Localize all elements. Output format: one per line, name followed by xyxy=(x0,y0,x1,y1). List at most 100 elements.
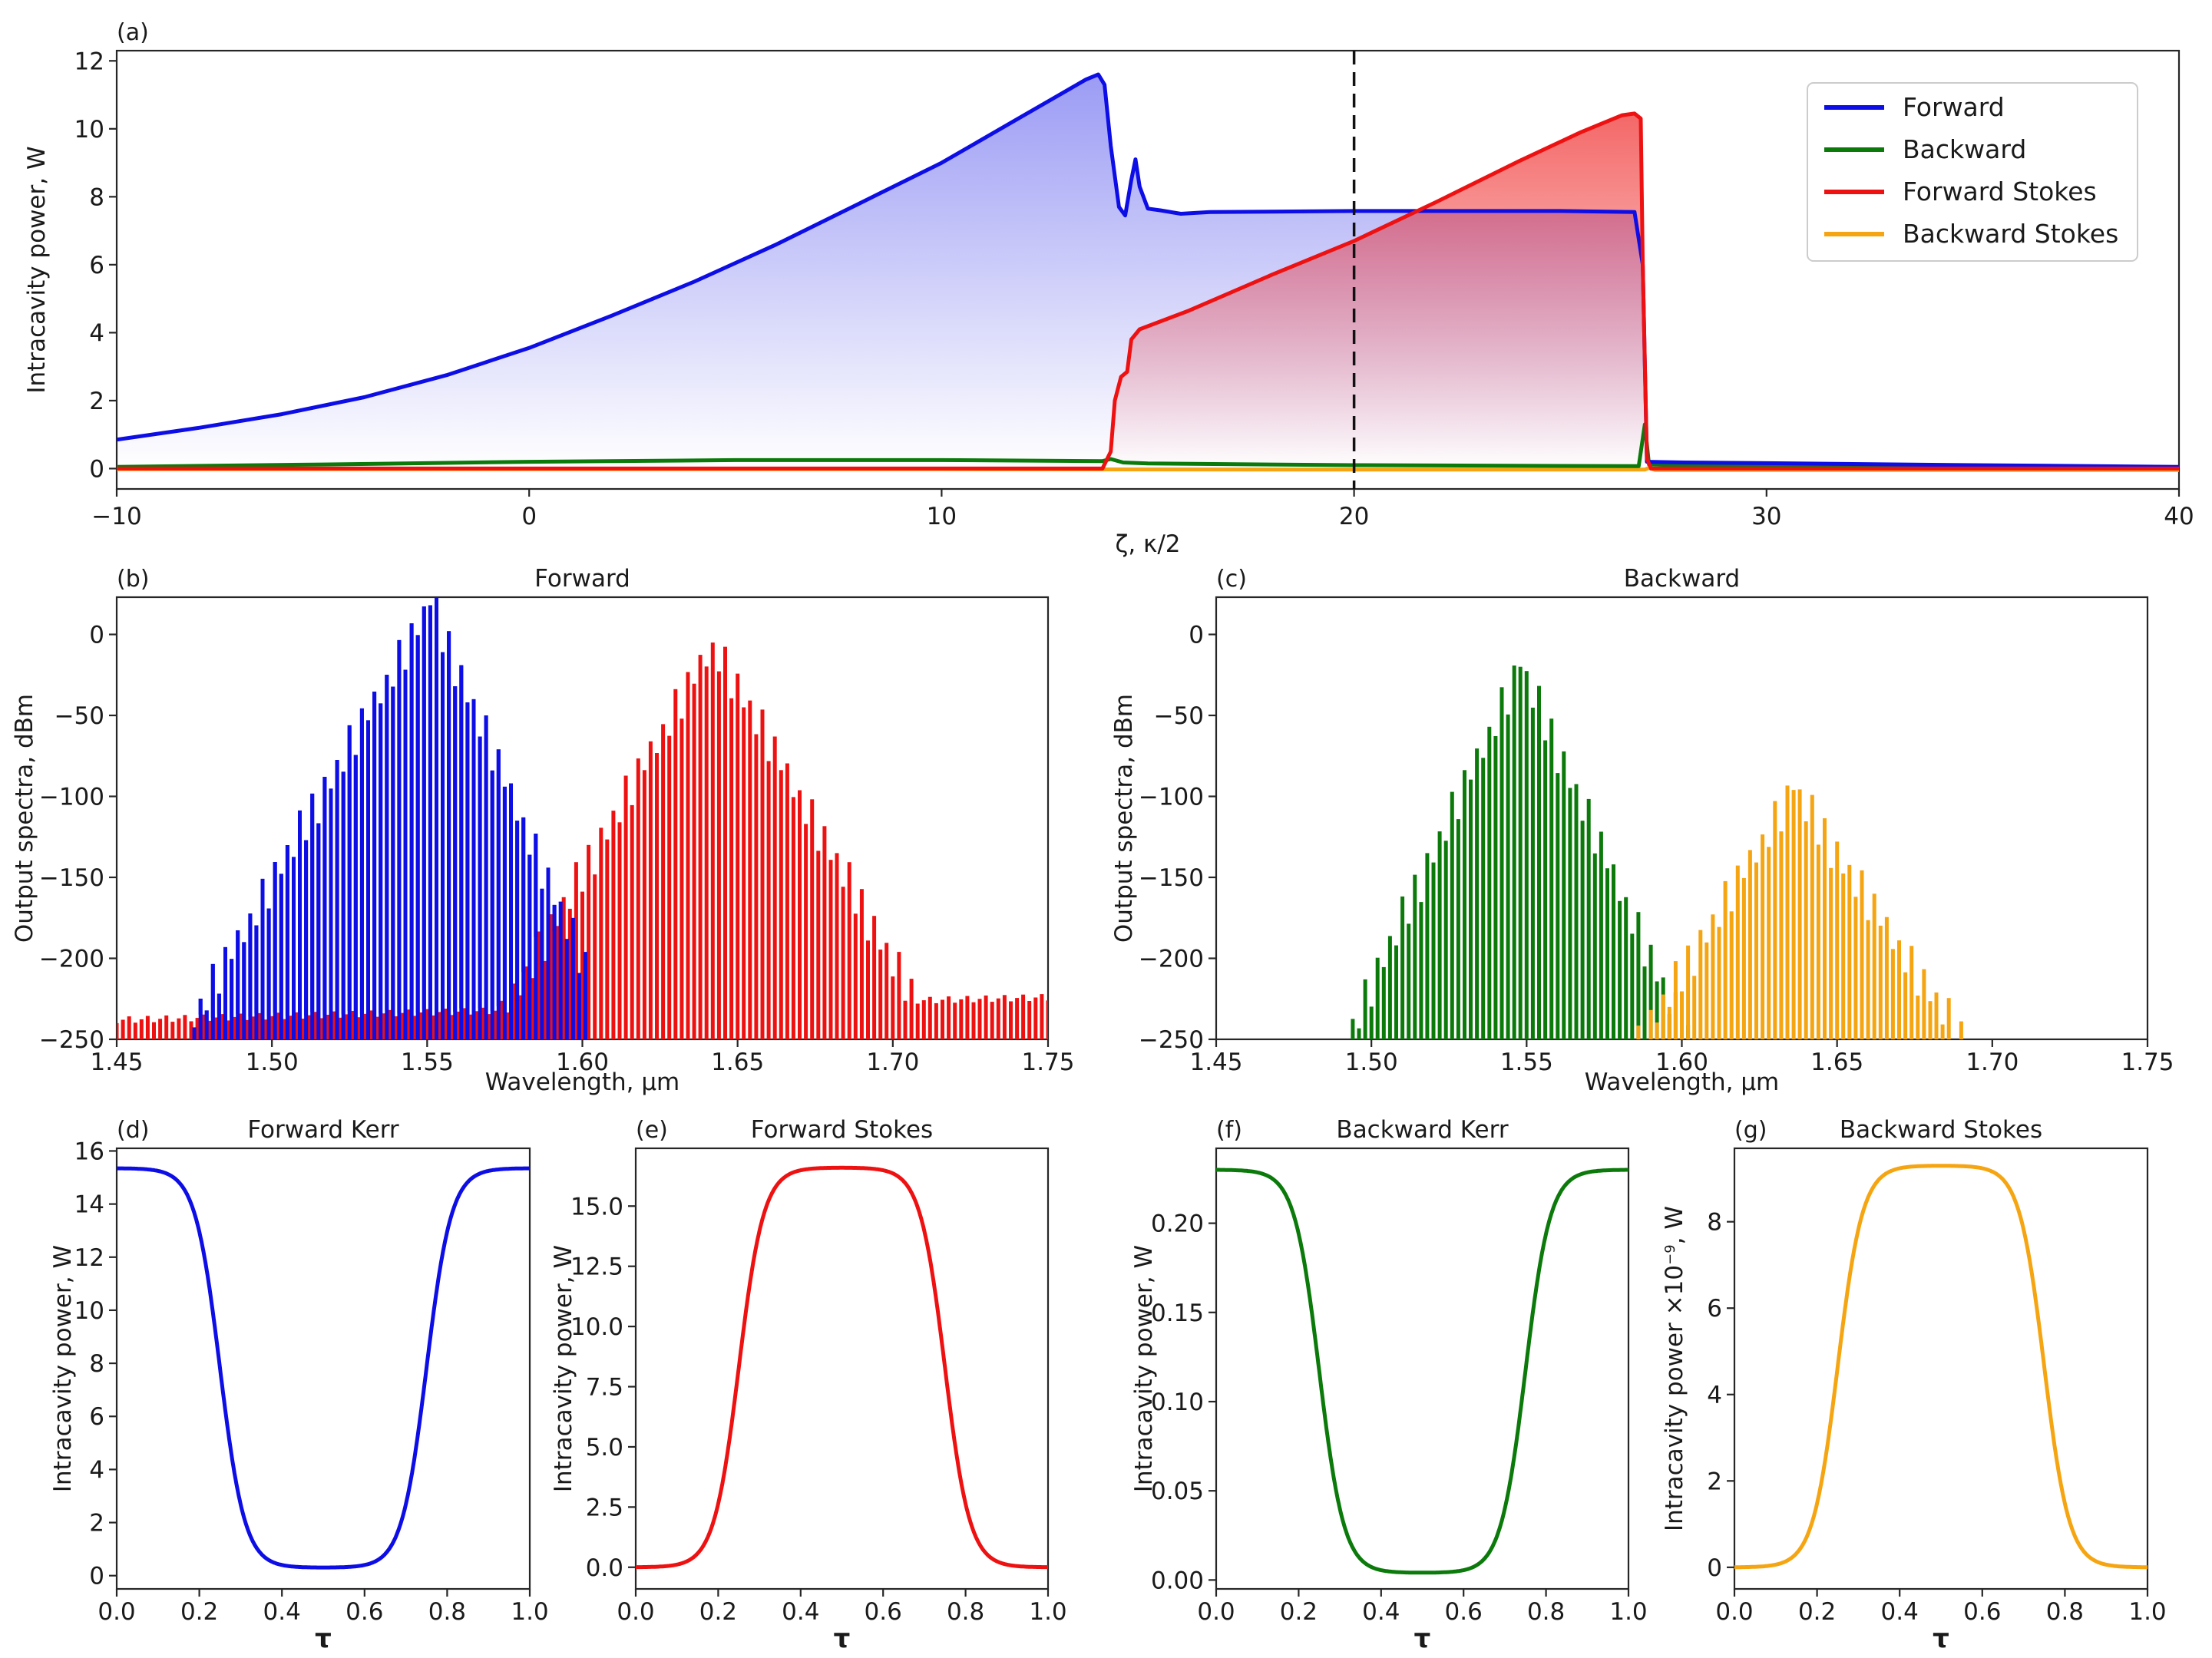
bar-forward-stokes xyxy=(201,1014,206,1039)
bar-backward xyxy=(1518,666,1523,1039)
bar-forward xyxy=(577,973,581,1039)
bar-backward xyxy=(1351,1019,1355,1039)
bar-forward-stokes xyxy=(282,1019,286,1039)
bar-backward xyxy=(1450,791,1454,1039)
line-backward xyxy=(117,422,2179,470)
bar-backward xyxy=(1493,736,1498,1039)
bar-forward-stokes xyxy=(630,804,634,1039)
bar-forward-top xyxy=(298,810,302,1019)
bar-forward-top xyxy=(453,686,458,1012)
y-tick-label-c: −50 xyxy=(1154,702,1204,730)
panel-e: 0.0 0.2 0.4 0.6 0.8 1.0 0.0 2.5 5.0 7.5 10.0 12.5 15… xyxy=(550,1116,1067,1654)
bar-forward xyxy=(204,1010,209,1039)
bar-backward xyxy=(1530,707,1535,1039)
bar-forward-stokes xyxy=(984,995,988,1039)
x-axis-label-a: ζ, κ/2 xyxy=(1115,530,1180,558)
bar-backward xyxy=(1580,821,1585,1039)
bar-backward xyxy=(1648,944,1653,1039)
bar-forward-stokes xyxy=(356,1017,361,1039)
y-tick-label-f: 0.20 xyxy=(1151,1210,1204,1238)
x-tick-label-a: 40 xyxy=(2164,503,2194,530)
bar-forward-top xyxy=(322,777,327,1016)
line-forward xyxy=(117,72,2179,469)
y-tick-label-g: 6 xyxy=(1707,1295,1722,1323)
y-tick-label-f: 0.00 xyxy=(1151,1567,1204,1594)
y-tick-label-e: 5.0 xyxy=(586,1434,623,1461)
bar-forward-stokes xyxy=(847,862,851,1039)
bar-forward-stokes xyxy=(152,1022,156,1039)
y-tick-label-a: 12 xyxy=(74,48,104,75)
bar-backward xyxy=(1506,714,1510,1039)
bar-forward-stokes xyxy=(257,1012,262,1039)
panel-label-f: (f) xyxy=(1216,1117,1242,1144)
bar-forward-stokes xyxy=(785,763,789,1039)
panel-c: 1.45 1.50 1.55 1.60 1.65 1.70 1.75 0 −50 −100 −150… xyxy=(1110,565,2174,1096)
bar-forward-stokes xyxy=(835,853,839,1039)
panel-label-a: (a) xyxy=(117,19,149,46)
panel-a: −10 0 10 20 30 40 0 2 4 6 8 10 12 (a) ζ, κ/2 Intracavit… xyxy=(23,19,2194,558)
bar-forward-stokes xyxy=(382,1013,386,1039)
bar-forward-stokes xyxy=(760,709,765,1039)
y-tick-label-a: 4 xyxy=(89,319,104,347)
bar-forward-stokes xyxy=(295,1012,299,1039)
bar-forward-stokes xyxy=(189,1021,193,1039)
x-tick-label-g: 0.4 xyxy=(1881,1598,1919,1626)
y-tick-label-d: 10 xyxy=(74,1297,104,1325)
bar-forward-stokes xyxy=(394,1016,398,1039)
x-tick-label-g: 0.2 xyxy=(1798,1598,1836,1626)
bar-backward-stokes xyxy=(1922,969,1926,1039)
bar-backward xyxy=(1456,819,1460,1039)
x-tick-label-c: 1.50 xyxy=(1345,1049,1398,1076)
bar-backward xyxy=(1605,868,1609,1039)
bar-backward-stokes xyxy=(1797,789,1802,1039)
bar-backward xyxy=(1375,957,1380,1039)
y-tick-label-f: 0.05 xyxy=(1151,1478,1204,1505)
bar-forward-stokes xyxy=(145,1016,150,1039)
panel-label-c: (c) xyxy=(1216,566,1247,593)
bar-backward xyxy=(1469,779,1473,1039)
bar-forward-top xyxy=(385,675,389,1010)
bar-forward-stokes xyxy=(344,1014,349,1039)
x-tick-label-d: 0.4 xyxy=(263,1598,301,1626)
bar-backward-stokes xyxy=(1878,925,1883,1039)
bar-backward-stokes xyxy=(1872,893,1876,1039)
bar-backward xyxy=(1499,687,1504,1039)
bar-forward-stokes xyxy=(164,1015,169,1039)
bar-backward xyxy=(1562,751,1566,1039)
bar-forward-stokes xyxy=(313,1012,318,1039)
bar-forward-stokes xyxy=(177,1018,181,1039)
y-tick-label-a: 2 xyxy=(89,388,104,415)
bar-backward-stokes xyxy=(1959,1021,1963,1039)
bar-forward-stokes xyxy=(1033,997,1038,1039)
bar-forward-stokes xyxy=(623,775,628,1039)
x-tick-label-f: 0.0 xyxy=(1197,1598,1235,1626)
bar-forward-stokes xyxy=(729,698,734,1039)
bar-forward-top xyxy=(285,845,289,1016)
x-tick-label-b: 1.60 xyxy=(556,1049,609,1076)
bar-forward-stokes xyxy=(927,996,932,1039)
bar-forward-stokes xyxy=(891,976,895,1039)
bar-forward-stokes xyxy=(791,797,795,1039)
y-tick-label-e: 2.5 xyxy=(586,1494,623,1521)
bar-forward-top xyxy=(359,708,364,1014)
y-axis-label-e: Intracavity power, W xyxy=(550,1245,577,1492)
bar-backward xyxy=(1437,831,1442,1039)
bar-forward-stokes xyxy=(350,1011,355,1039)
x-axis-label-e: τ xyxy=(834,1623,851,1654)
bar-backward-stokes xyxy=(1853,897,1858,1039)
y-tick-label-f: 0.15 xyxy=(1151,1300,1204,1327)
bar-forward xyxy=(552,904,557,1039)
y-axis-label-text-g: Intracavity power ×10 xyxy=(1661,1265,1688,1531)
x-tick-label-e: 0.8 xyxy=(947,1598,984,1626)
bar-forward-stokes xyxy=(438,1012,441,1039)
y-tick-label-d: 2 xyxy=(89,1510,104,1537)
y-tick-label-a: 8 xyxy=(89,183,104,211)
y-tick-label-g: 2 xyxy=(1707,1468,1722,1495)
bar-forward-top xyxy=(260,878,265,1020)
line-backward-stokes xyxy=(1733,1164,2149,1570)
bar-forward-stokes xyxy=(686,672,690,1039)
x-axis-label-c: Wavelength, μm xyxy=(1585,1068,1780,1096)
bar-backward xyxy=(1592,853,1597,1039)
bar-backward xyxy=(1443,841,1448,1039)
plot-area-b xyxy=(117,597,1048,1039)
